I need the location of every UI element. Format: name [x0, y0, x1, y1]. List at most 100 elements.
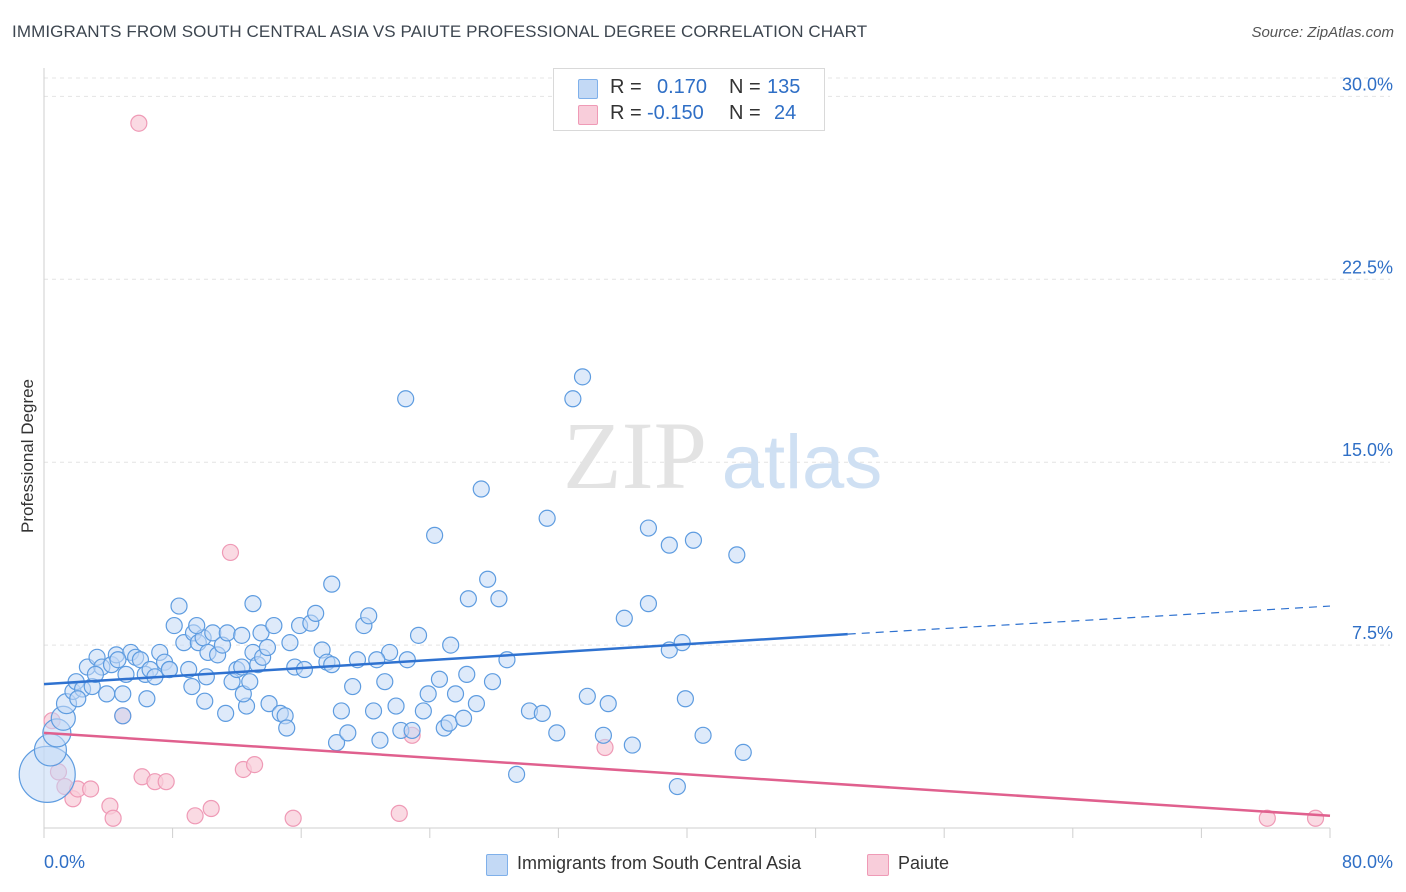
immigrants-point [323, 656, 341, 674]
immigrants-point [490, 590, 508, 608]
immigrants-trend-line [43, 632, 848, 686]
trend-lines [43, 605, 1331, 818]
paiute-trend-line [43, 731, 1331, 818]
chart-title: IMMIGRANTS FROM SOUTH CENTRAL ASIA VS PA… [12, 22, 868, 41]
immigrants-point [483, 673, 502, 691]
watermark: ZIP atlas [563, 402, 882, 509]
r-value: 0.170 [657, 76, 708, 98]
legend-label: Paiute [898, 853, 950, 873]
immigrants-point [241, 673, 259, 691]
immigrants-point [440, 714, 458, 732]
immigrants-point [615, 609, 633, 627]
legend-swatch-blue [486, 854, 508, 876]
immigrants-point [467, 695, 486, 713]
n-value: 24 [774, 102, 797, 124]
x-tick-label-min: 0.0% [44, 852, 85, 872]
r-value: -0.150 [647, 102, 704, 124]
immigrants-point [446, 685, 465, 703]
immigrants-point [578, 687, 596, 705]
immigrants-point [218, 624, 236, 642]
immigrants-point [376, 673, 394, 691]
immigrants-point [98, 685, 116, 703]
immigrants-point [548, 724, 566, 742]
watermark-zip: ZIP [563, 402, 707, 509]
blue-swatch [578, 79, 598, 99]
immigrants-point [430, 670, 449, 688]
y-tick-label: 22.5% [1342, 257, 1393, 277]
immigrants-point [639, 595, 658, 613]
immigrants-point [533, 704, 551, 722]
immigrants-point [397, 390, 415, 408]
immigrants-point [387, 697, 405, 715]
gridlines [44, 77, 1390, 646]
immigrants-point [69, 690, 87, 708]
paiute-point [390, 804, 408, 822]
immigrants-point [623, 736, 641, 754]
immigrants-point [419, 685, 437, 703]
immigrants-point [360, 607, 378, 625]
immigrants-point [114, 707, 132, 725]
axes [43, 68, 1331, 838]
immigrants-point [307, 604, 325, 622]
paiute-point [1258, 809, 1276, 827]
immigrants-point [371, 731, 389, 749]
immigrants-point [426, 526, 444, 544]
immigrants-point [196, 692, 214, 710]
immigrants-point [458, 665, 476, 683]
immigrants-point [188, 616, 206, 635]
n-value: 135 [767, 76, 801, 98]
immigrants-point [197, 668, 215, 686]
immigrants-point [368, 651, 386, 669]
paiute-point [157, 773, 175, 791]
immigrants-point [398, 651, 416, 669]
paiute-point [284, 809, 302, 827]
immigrants-point [86, 665, 105, 683]
immigrants-point [459, 590, 477, 608]
immigrants-point [109, 651, 127, 669]
y-tick-label: 30.0% [1342, 74, 1393, 94]
immigrants-point [281, 634, 299, 652]
r-label: R = [610, 102, 642, 124]
correlation-stats-box: R = 0.170 N = 135 R = -0.150 N = 24 [553, 68, 825, 131]
y-tick-label: 15.0% [1342, 440, 1393, 460]
immigrants-point [332, 702, 350, 720]
immigrants-point [684, 531, 703, 549]
immigrants-point [599, 695, 617, 713]
immigrants-point [364, 702, 383, 720]
paiute-point [1306, 809, 1325, 827]
source-label: Source: ZipAtlas.com [1251, 24, 1394, 41]
immigrants-point [668, 777, 686, 796]
immigrants-point [660, 536, 678, 554]
x-tick-label-max: 80.0% [1342, 852, 1393, 872]
legend-swatch-pink [867, 854, 889, 876]
immigrants-point [114, 685, 132, 703]
immigrants-point [594, 726, 613, 744]
immigrants-point [409, 626, 428, 644]
immigrants-point [260, 695, 278, 713]
immigrants-point [183, 677, 201, 696]
paiute-point [221, 543, 240, 562]
immigrants-point [734, 743, 752, 762]
immigrants-point [673, 634, 691, 652]
paiute-point [104, 809, 122, 827]
immigrants-point [244, 595, 262, 613]
legend-label: Immigrants from South Central Asia [517, 853, 802, 873]
immigrants-point [472, 480, 490, 498]
watermark-atlas: atlas [722, 420, 883, 505]
tick-labels: 7.5% 15.0% 22.5% 30.0% 0.0% 80.0% [44, 74, 1393, 872]
paiute-point [130, 114, 148, 132]
paiute-point [186, 807, 204, 825]
y-tick-label: 7.5% [1352, 623, 1393, 643]
immigrants-point [414, 702, 432, 720]
immigrants-point [339, 724, 357, 742]
immigrants-point [454, 709, 473, 727]
immigrants-point [258, 638, 277, 657]
immigrants-point [170, 597, 188, 615]
immigrants-point [381, 643, 399, 662]
immigrants-point [442, 636, 460, 654]
n-label: N = [729, 102, 761, 124]
immigrants-point [233, 626, 251, 644]
r-label: R = [610, 76, 642, 98]
immigrants-point [165, 616, 183, 635]
